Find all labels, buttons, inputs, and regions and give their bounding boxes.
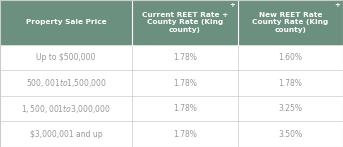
Text: +: + xyxy=(334,2,340,8)
Bar xyxy=(238,0,343,45)
Text: 1.60%: 1.60% xyxy=(279,53,302,62)
Text: +: + xyxy=(229,2,235,8)
Bar xyxy=(132,0,238,45)
Bar xyxy=(132,45,238,70)
Text: $500,001 to $1,500,000: $500,001 to $1,500,000 xyxy=(25,77,107,89)
Bar xyxy=(132,121,238,147)
Bar xyxy=(0,96,132,121)
Text: Up to $500,000: Up to $500,000 xyxy=(36,53,96,62)
Bar xyxy=(0,0,132,45)
Text: 1.78%: 1.78% xyxy=(173,130,197,139)
Bar xyxy=(132,70,238,96)
Text: Property Sale Price: Property Sale Price xyxy=(26,19,106,25)
Text: New REET Rate
County Rate (King
county): New REET Rate County Rate (King county) xyxy=(252,12,329,33)
Text: $3,000,001 and up: $3,000,001 and up xyxy=(30,130,102,139)
Bar xyxy=(238,70,343,96)
Text: 3.50%: 3.50% xyxy=(278,130,303,139)
Bar xyxy=(0,45,132,70)
Text: 1.78%: 1.78% xyxy=(173,53,197,62)
Text: 1.78%: 1.78% xyxy=(279,79,302,88)
Text: 1.78%: 1.78% xyxy=(173,104,197,113)
Bar xyxy=(132,96,238,121)
Text: 1.78%: 1.78% xyxy=(173,79,197,88)
Bar xyxy=(238,121,343,147)
Bar xyxy=(238,96,343,121)
Bar xyxy=(0,121,132,147)
Bar xyxy=(238,45,343,70)
Text: 3.25%: 3.25% xyxy=(279,104,302,113)
Text: $1,500,001 to $3,000,000: $1,500,001 to $3,000,000 xyxy=(21,103,111,115)
Text: Current REET Rate +
County Rate (King
county): Current REET Rate + County Rate (King co… xyxy=(142,12,228,33)
Bar xyxy=(0,70,132,96)
